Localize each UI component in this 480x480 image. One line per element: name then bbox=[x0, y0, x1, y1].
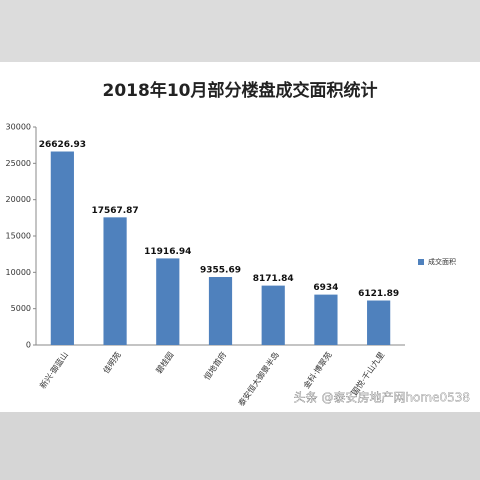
value-label: 11916.94 bbox=[144, 247, 191, 257]
bar bbox=[367, 300, 391, 345]
blur-top bbox=[0, 0, 480, 62]
bar bbox=[261, 285, 285, 345]
legend-label: 成交面积 bbox=[428, 257, 456, 266]
y-tick-label: 15000 bbox=[6, 232, 31, 241]
value-label: 6121.89 bbox=[358, 289, 399, 299]
blur-bottom bbox=[0, 412, 480, 480]
bar bbox=[50, 151, 74, 345]
bar bbox=[314, 294, 338, 345]
chart-area bbox=[0, 62, 480, 412]
bar bbox=[103, 217, 127, 345]
chart-title: 2018年10月部分楼盘成交面积统计 bbox=[103, 80, 378, 101]
value-label: 26626.93 bbox=[39, 140, 86, 150]
value-label: 9355.69 bbox=[200, 266, 241, 276]
y-tick-label: 5000 bbox=[11, 304, 31, 313]
legend-swatch bbox=[418, 259, 424, 265]
y-tick-label: 20000 bbox=[6, 195, 31, 204]
bar bbox=[156, 258, 180, 345]
value-label: 6934 bbox=[313, 283, 338, 293]
bar bbox=[208, 277, 233, 345]
value-label: 17567.87 bbox=[91, 206, 138, 216]
y-tick-label: 0 bbox=[26, 341, 31, 350]
y-tick-label: 25000 bbox=[6, 159, 31, 168]
y-tick-label: 10000 bbox=[6, 268, 31, 277]
value-label: 8171.84 bbox=[253, 274, 294, 284]
y-tick-label: 30000 bbox=[6, 123, 31, 132]
watermark: 头条 @泰安房地产网home0538 bbox=[294, 390, 470, 405]
